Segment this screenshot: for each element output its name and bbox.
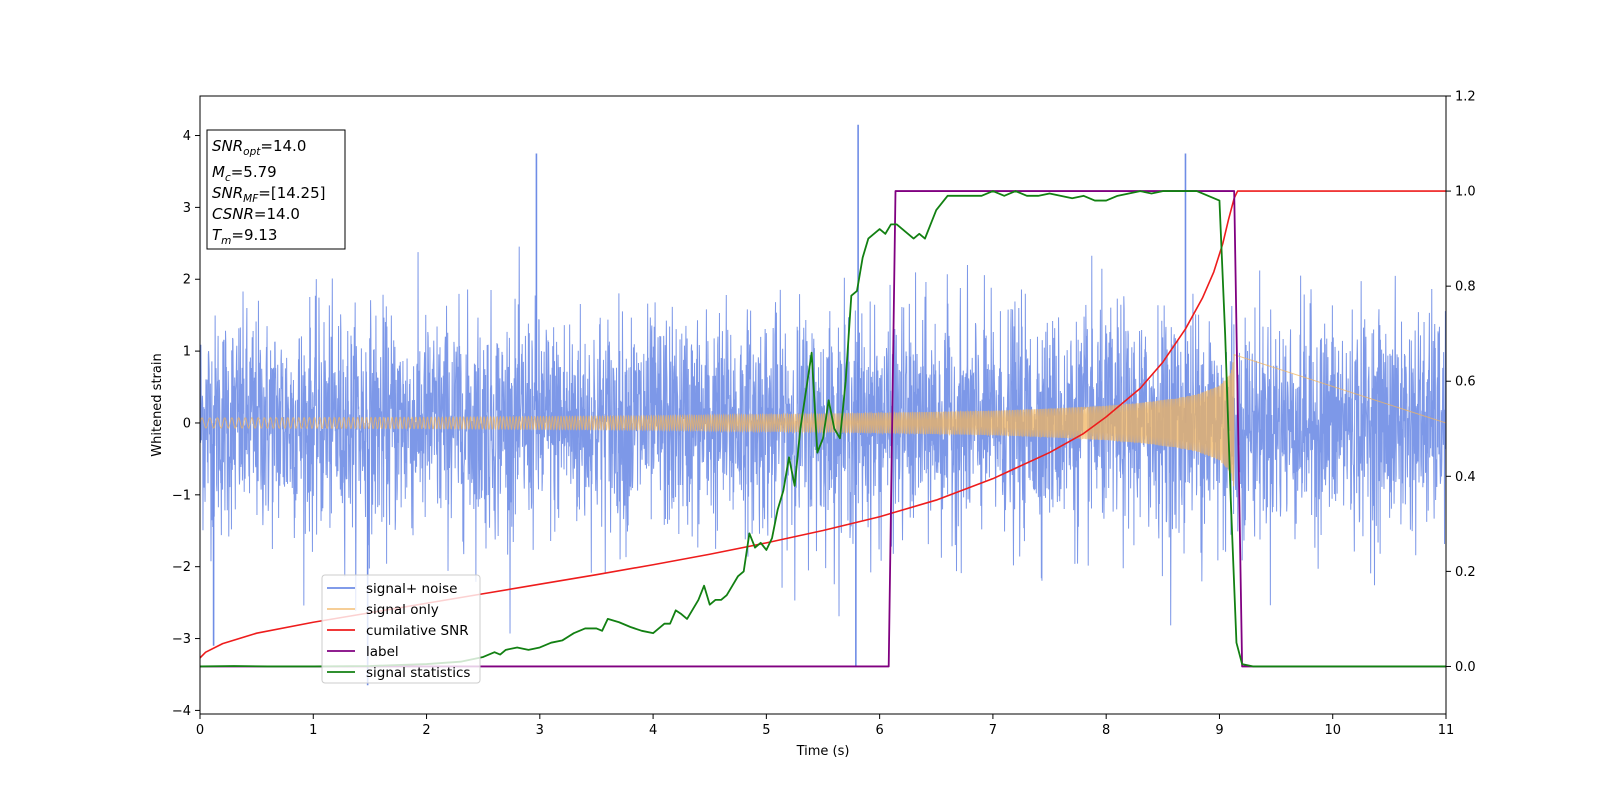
- y2-tick-label: 0.2: [1455, 565, 1476, 580]
- x-axis-label: Time (s): [796, 744, 850, 759]
- legend-frame: [321, 574, 481, 684]
- y-tick-label: −2: [172, 560, 191, 575]
- x-axis: 0 1 2 3 4 5 6 7 8 9 10 11: [196, 714, 1454, 738]
- info-symbol: SNR: [212, 184, 243, 202]
- y2-tick-label: 0.4: [1455, 470, 1476, 485]
- info-value: =14.0: [254, 205, 300, 223]
- y-tick-label: 1: [183, 345, 191, 360]
- x-tick-label: 7: [989, 723, 997, 738]
- info-line: SNRMF=[14.25]: [212, 184, 326, 205]
- right-y-axis: 0.0 0.2 0.4 0.6 0.8 1.0 1.2: [1446, 90, 1476, 675]
- y2-tick-label: 0.8: [1455, 280, 1476, 295]
- info-box: SNRopt=14.0Mc=5.79SNRMF=[14.25]CSNR=14.0…: [206, 129, 346, 250]
- y-tick-label: −4: [172, 704, 191, 719]
- y2-tick-label: 0.0: [1455, 660, 1476, 675]
- x-tick-label: 3: [536, 723, 544, 738]
- info-symbol: M: [212, 163, 225, 181]
- info-subscript: m: [221, 235, 231, 247]
- info-symbol: T: [212, 226, 223, 244]
- info-line: Mc=5.79: [212, 163, 277, 184]
- x-tick-label: 4: [649, 723, 657, 738]
- y-tick-label: 0: [183, 416, 191, 431]
- x-tick-label: 11: [1438, 723, 1455, 738]
- x-tick-label: 9: [1215, 723, 1223, 738]
- y2-tick-label: 1.2: [1455, 90, 1476, 105]
- signal-statistics-line: [200, 190, 1446, 668]
- x-tick-label: 10: [1324, 723, 1341, 738]
- x-tick-label: 6: [875, 723, 883, 738]
- info-box-lines: SNRopt=14.0Mc=5.79SNRMF=[14.25]CSNR=14.0…: [212, 137, 326, 247]
- y-tick-label: 3: [183, 201, 191, 216]
- x-tick-label: 2: [422, 723, 430, 738]
- legend-label: signal only: [366, 602, 439, 618]
- y-axis-label: Whitened strain: [150, 353, 165, 456]
- info-value: =5.79: [231, 163, 277, 181]
- signal-only-series: [200, 354, 1446, 487]
- info-line: CSNR=14.0: [212, 205, 300, 223]
- legend-label: label: [366, 644, 399, 660]
- x-tick-label: 5: [762, 723, 770, 738]
- y-tick-label: −1: [172, 488, 191, 503]
- y2-tick-label: 0.6: [1455, 375, 1476, 390]
- info-box-frame: [206, 129, 346, 250]
- info-line: SNRopt=14.0: [212, 137, 306, 158]
- info-value: =14.0: [260, 137, 306, 155]
- info-subscript: c: [225, 172, 231, 184]
- info-subscript: opt: [243, 146, 261, 158]
- info-line: Tm=9.13: [212, 226, 277, 247]
- x-tick-label: 8: [1102, 723, 1110, 738]
- info-value: =9.13: [231, 226, 277, 244]
- plot-frame: [199, 95, 1447, 715]
- x-tick-label: 0: [196, 723, 204, 738]
- legend-label: cumilative SNR: [366, 623, 469, 639]
- x-tick-label: 1: [309, 723, 317, 738]
- signal-only-line: [200, 354, 1446, 487]
- y-tick-label: 4: [183, 129, 191, 144]
- info-subscript: MF: [243, 193, 259, 205]
- legend: signal+ noise signal only cumilative SNR la…: [321, 574, 481, 684]
- info-symbol: CSNR: [212, 205, 254, 223]
- y-tick-label: −3: [172, 632, 191, 647]
- left-y-axis: −4 −3 −2 −1 0 1 2 3 4: [172, 129, 200, 719]
- y2-tick-label: 1.0: [1455, 185, 1476, 200]
- signal-statistics-series: [200, 190, 1446, 668]
- info-symbol: SNR: [212, 137, 243, 155]
- info-value: =[14.25]: [258, 184, 325, 202]
- y-tick-label: 2: [183, 273, 191, 288]
- legend-label: signal+ noise: [366, 581, 457, 597]
- legend-label: signal statistics: [366, 665, 470, 681]
